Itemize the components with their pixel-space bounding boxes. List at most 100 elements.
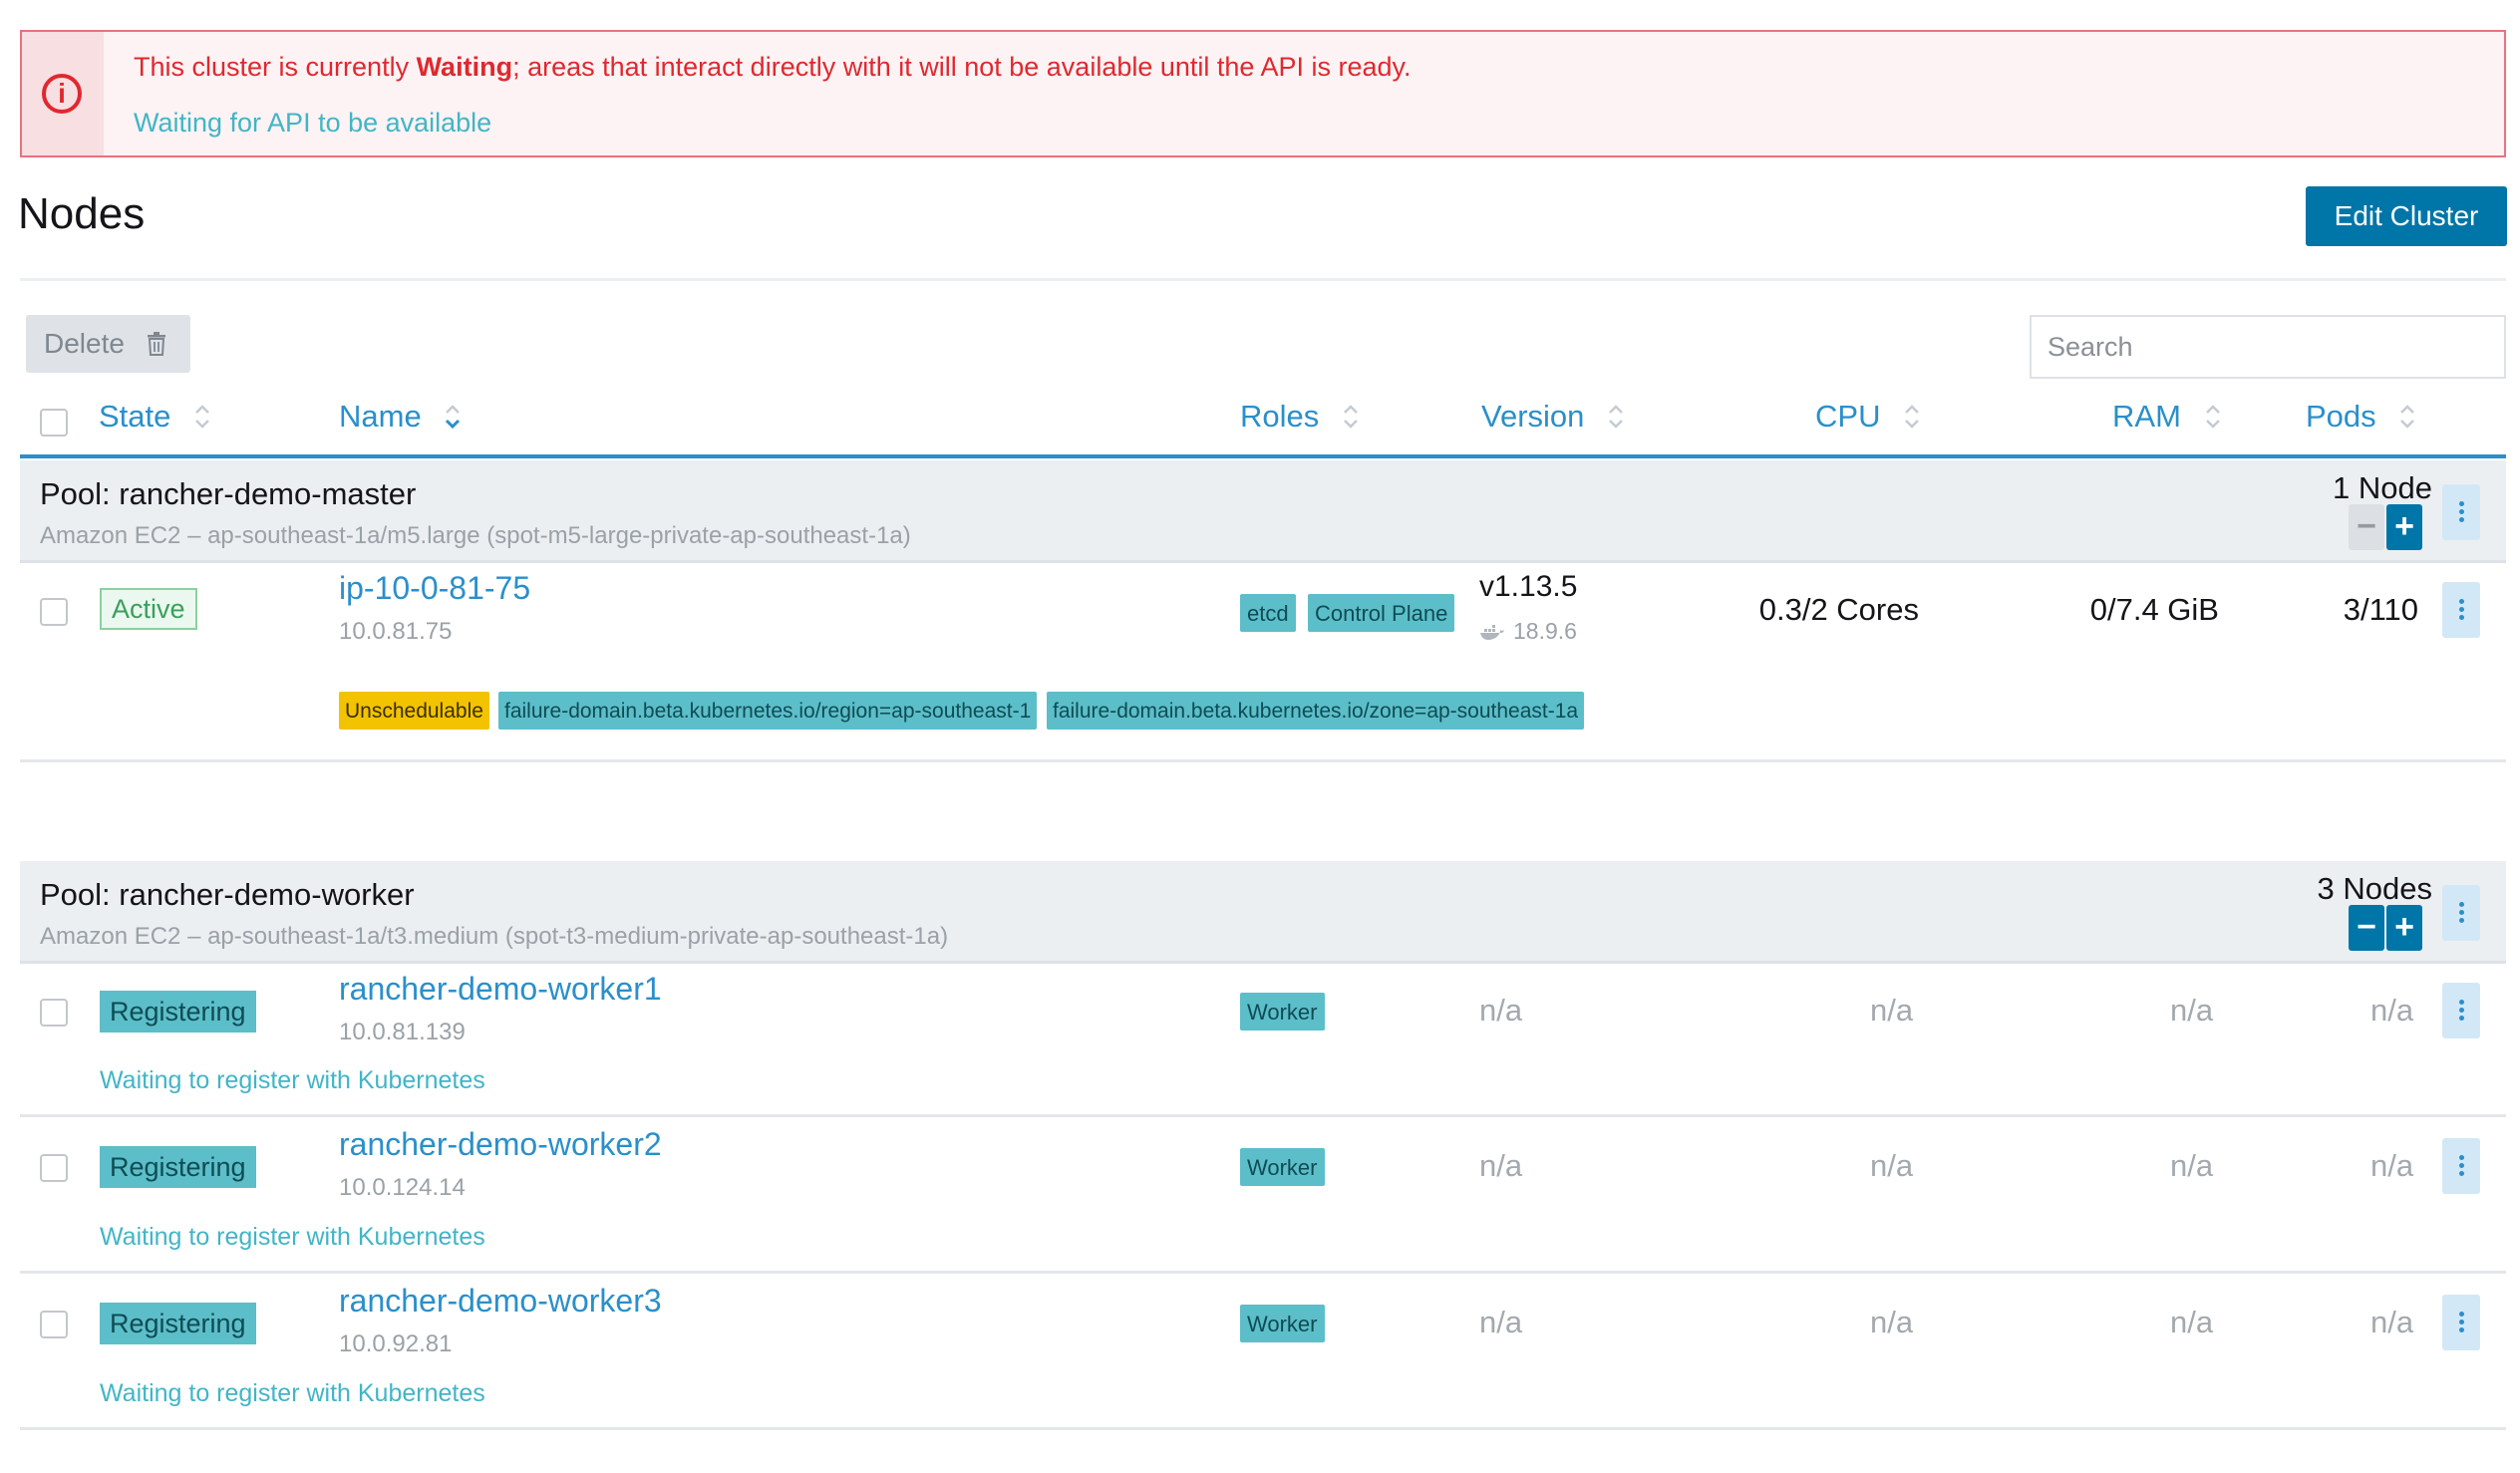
column-header-ram-label: RAM xyxy=(2112,399,2181,434)
column-header-roles[interactable]: Roles xyxy=(1240,399,1360,435)
pool-row-master: Pool: rancher-demo-master Amazon EC2 – a… xyxy=(20,460,2506,560)
alert-circle-icon: i xyxy=(42,74,82,114)
sort-icon xyxy=(2205,405,2220,429)
select-all-checkbox[interactable] xyxy=(40,409,68,437)
pool-name: Pool: rancher-demo-worker xyxy=(40,877,415,912)
pool-divider xyxy=(20,560,2506,563)
kebab-dot xyxy=(2459,509,2464,514)
registration-status-message: Waiting to register with Kubernetes xyxy=(100,1379,485,1407)
row-actions-menu-button[interactable] xyxy=(2442,1138,2480,1194)
ram-value: n/a xyxy=(2170,1148,2214,1183)
kebab-dot xyxy=(2459,599,2464,604)
edit-cluster-button[interactable]: Edit Cluster xyxy=(2306,186,2507,246)
column-header-version-label: Version xyxy=(1481,399,1585,434)
kebab-dot xyxy=(2459,1163,2464,1168)
ram-value: 0/7.4 GiB xyxy=(2089,592,2219,627)
pods-value: n/a xyxy=(2370,993,2414,1028)
docker-version-label: 18.9.6 xyxy=(1513,618,1577,644)
trash-icon xyxy=(148,332,165,356)
kubernetes-version: v1.13.5 xyxy=(1479,570,1578,603)
sort-icon xyxy=(1344,405,1358,429)
pool-description: Amazon EC2 – ap-southeast-1a/m5.large (s… xyxy=(40,522,911,549)
cluster-waiting-banner: i This cluster is currently Waiting; are… xyxy=(20,30,2506,157)
role-badge-worker: Worker xyxy=(1240,1148,1325,1186)
pods-value: n/a xyxy=(2370,1305,2414,1339)
scale-down-button[interactable]: − xyxy=(2349,504,2384,550)
role-badge-control-plane: Control Plane xyxy=(1308,594,1455,632)
cpu-value: 0.3/2 Cores xyxy=(1758,592,1919,627)
kebab-dot xyxy=(2459,1008,2464,1013)
pool-node-count: 3 Nodes xyxy=(2317,871,2432,906)
cpu-value: n/a xyxy=(1870,1305,1914,1339)
row-actions-menu-button[interactable] xyxy=(2442,1295,2480,1350)
docker-icon xyxy=(1480,624,1504,640)
row-divider xyxy=(20,1427,2506,1430)
status-badge: Registering xyxy=(100,1303,256,1344)
label-chip-zone: failure-domain.beta.kubernetes.io/zone=a… xyxy=(1047,692,1585,730)
kebab-dot xyxy=(2459,1155,2464,1160)
row-checkbox[interactable] xyxy=(40,999,68,1027)
node-name-link[interactable]: rancher-demo-worker1 xyxy=(339,971,662,1007)
version-value: n/a xyxy=(1479,1148,1523,1183)
sort-icon xyxy=(2400,405,2415,429)
column-header-state[interactable]: State xyxy=(99,399,211,435)
pods-value: n/a xyxy=(2370,1148,2414,1183)
kebab-dot xyxy=(2459,918,2464,923)
scale-up-button[interactable]: + xyxy=(2386,905,2422,951)
column-header-name[interactable]: Name xyxy=(339,399,462,435)
sort-icon xyxy=(1609,405,1623,429)
pool-row-worker: Pool: rancher-demo-worker Amazon EC2 – a… xyxy=(20,861,2506,961)
ram-value: n/a xyxy=(2170,993,2214,1028)
row-divider xyxy=(20,1114,2506,1117)
column-header-name-label: Name xyxy=(339,399,422,434)
node-name-link[interactable]: rancher-demo-worker2 xyxy=(339,1126,662,1162)
pool-node-count: 1 Node xyxy=(2333,470,2432,505)
node-ip: 10.0.124.14 xyxy=(339,1174,466,1201)
status-badge: Registering xyxy=(100,1146,256,1188)
node-ip: 10.0.81.139 xyxy=(339,1019,466,1045)
kebab-dot xyxy=(2459,1000,2464,1005)
column-header-version[interactable]: Version xyxy=(1481,399,1625,435)
kebab-dot xyxy=(2459,1327,2464,1332)
kebab-dot xyxy=(2459,910,2464,915)
column-header-state-label: State xyxy=(99,399,171,434)
cpu-value: n/a xyxy=(1870,993,1914,1028)
banner-message-pre: This cluster is currently xyxy=(134,52,417,82)
column-header-ram[interactable]: RAM xyxy=(2112,399,2222,435)
node-name-link[interactable]: ip-10-0-81-75 xyxy=(339,570,531,606)
row-checkbox[interactable] xyxy=(40,598,68,626)
version-value: n/a xyxy=(1479,1305,1523,1339)
node-ip: 10.0.81.75 xyxy=(339,618,453,645)
node-name-link[interactable]: rancher-demo-worker3 xyxy=(339,1283,662,1319)
row-actions-menu-button[interactable] xyxy=(2442,582,2480,638)
row-divider xyxy=(20,1271,2506,1274)
node-ip: 10.0.92.81 xyxy=(339,1330,453,1357)
pool-actions-menu-button[interactable] xyxy=(2442,885,2480,941)
banner-message-state: Waiting xyxy=(416,52,513,82)
pool-actions-menu-button[interactable] xyxy=(2442,484,2480,540)
banner-sub-message: Waiting for API to be available xyxy=(134,108,492,138)
banner-icon-cell: i xyxy=(22,32,104,155)
row-checkbox[interactable] xyxy=(40,1311,68,1338)
column-header-pods[interactable]: Pods xyxy=(2306,399,2416,435)
label-chip-unschedulable: Unschedulable xyxy=(339,692,489,730)
kebab-dot xyxy=(2459,1320,2464,1325)
kebab-dot xyxy=(2459,1312,2464,1317)
banner-message-post: ; areas that interact directly with it w… xyxy=(512,52,1412,82)
sort-icon xyxy=(1905,405,1919,429)
table-header-underline xyxy=(20,454,2506,458)
column-header-cpu[interactable]: CPU xyxy=(1815,399,1921,435)
header-divider xyxy=(20,278,2506,281)
version-value: n/a xyxy=(1479,993,1523,1028)
cpu-value: n/a xyxy=(1870,1148,1914,1183)
delete-button-label: Delete xyxy=(44,328,125,359)
kebab-dot xyxy=(2459,1016,2464,1021)
scale-down-button[interactable]: − xyxy=(2349,905,2384,951)
search-input[interactable] xyxy=(2030,315,2506,379)
row-actions-menu-button[interactable] xyxy=(2442,983,2480,1038)
label-chip-region: failure-domain.beta.kubernetes.io/region… xyxy=(498,692,1038,730)
kebab-dot xyxy=(2459,607,2464,612)
scale-up-button[interactable]: + xyxy=(2386,504,2422,550)
row-checkbox[interactable] xyxy=(40,1154,68,1182)
delete-button[interactable]: Delete xyxy=(26,315,190,373)
